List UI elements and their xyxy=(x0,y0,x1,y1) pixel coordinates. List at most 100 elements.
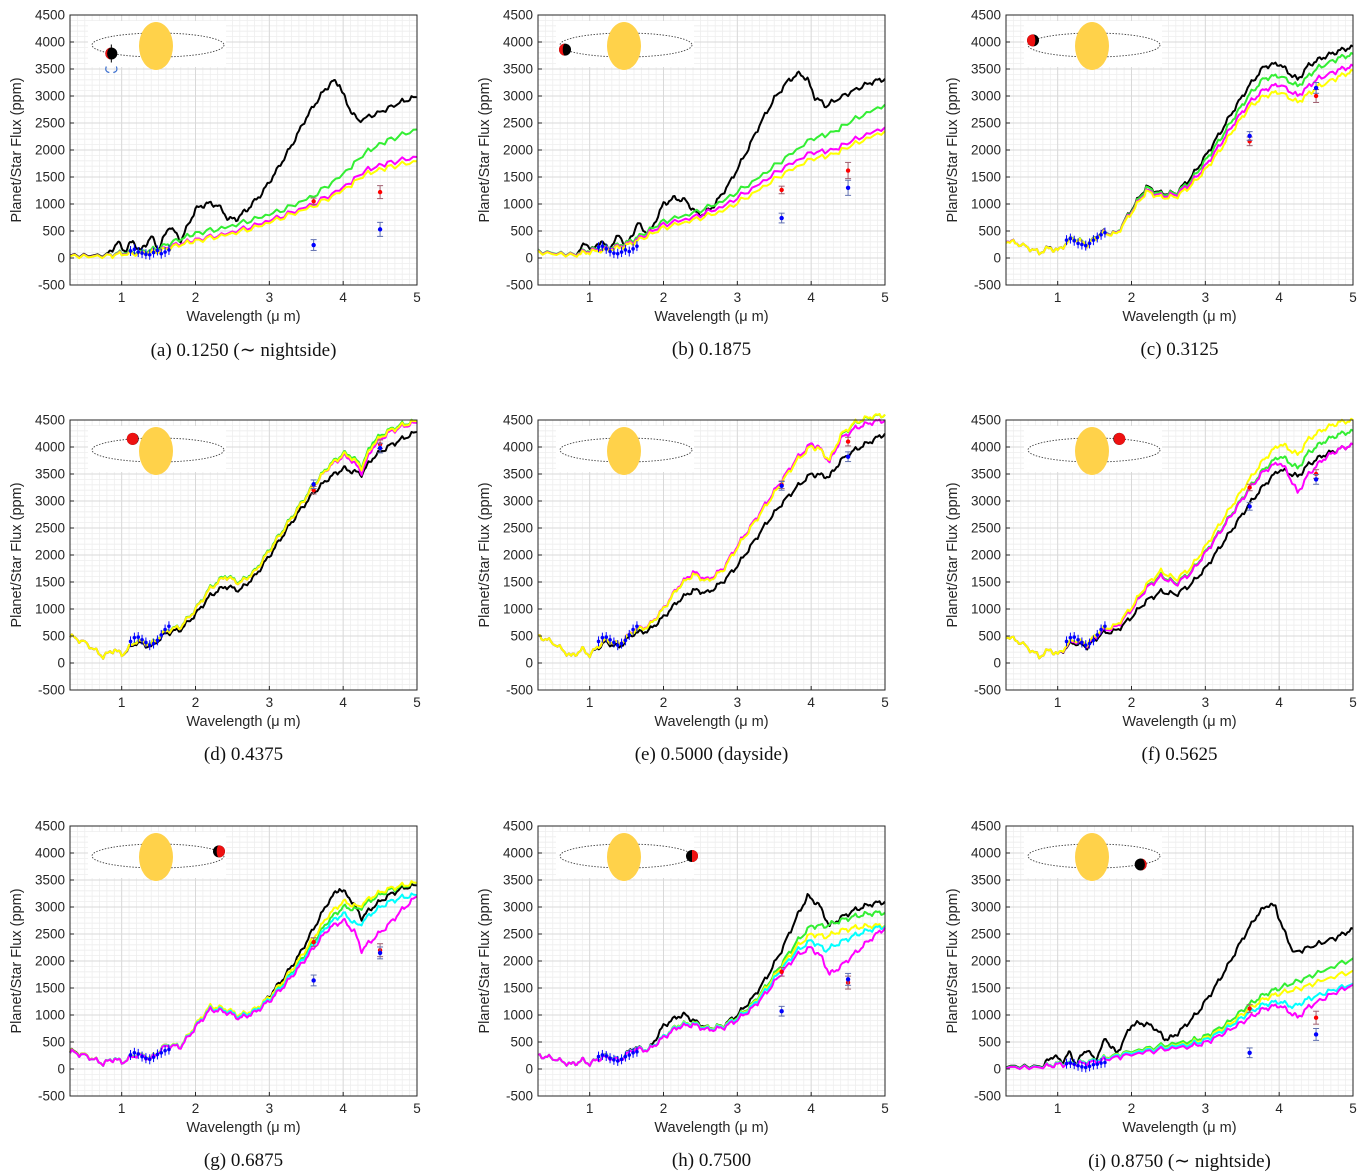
x-tick-label: 4 xyxy=(1275,695,1283,710)
orbit-inset xyxy=(88,21,226,74)
wfc3-point xyxy=(615,251,620,256)
y-tick-label: 2000 xyxy=(971,548,1001,563)
y-tick-label: 1500 xyxy=(35,575,65,590)
spitzer-point-blue xyxy=(310,239,317,251)
y-tick-label: 4000 xyxy=(35,440,65,455)
x-axis-label: Wavelength (μ m) xyxy=(1122,309,1236,325)
wfc3-point xyxy=(631,627,635,632)
panel-caption: (g) 0.6875 xyxy=(203,1150,284,1171)
data-point xyxy=(377,445,383,451)
y-tick-label: 1500 xyxy=(503,981,533,996)
x-tick-label: 1 xyxy=(586,290,594,305)
wfc3-point xyxy=(155,248,160,253)
x-tick-label: 2 xyxy=(1128,695,1136,710)
data-point xyxy=(1313,85,1319,91)
y-tick-label: 4500 xyxy=(503,413,533,428)
x-tick-label: 1 xyxy=(118,1101,126,1116)
wfc3-point xyxy=(167,624,171,629)
data-point xyxy=(1313,471,1319,477)
x-tick-label: 5 xyxy=(413,1101,421,1116)
y-tick-label: 1500 xyxy=(35,981,65,996)
x-axis-label: Wavelength (μ m) xyxy=(186,1120,300,1136)
planet-icon xyxy=(212,845,225,858)
panel-caption: (e) 0.5000 (dayside) xyxy=(634,744,789,765)
y-tick-label: 2500 xyxy=(971,521,1001,536)
orbit-path xyxy=(91,437,225,463)
y-tick-label: 4000 xyxy=(503,846,533,861)
wfc3-point xyxy=(1064,1061,1069,1066)
x-axis-label: Wavelength (μ m) xyxy=(1122,1120,1236,1136)
model-line-magenta xyxy=(1005,983,1354,1071)
y-tick-label: 0 xyxy=(525,1062,533,1077)
orbit-inset xyxy=(1024,21,1162,70)
x-axis-label: Wavelength (μ m) xyxy=(654,714,768,730)
x-tick-label: 3 xyxy=(266,290,274,305)
data-point xyxy=(779,969,784,974)
x-tick-label: 3 xyxy=(1202,695,1210,710)
data-point xyxy=(1247,1006,1252,1011)
model-line-black xyxy=(69,79,417,259)
model-line-yellow xyxy=(537,130,886,258)
y-tick-label: -500 xyxy=(506,1089,533,1104)
wfc3-point xyxy=(1103,1060,1107,1065)
orbit-inset xyxy=(88,426,226,475)
wfc3-point xyxy=(1068,635,1073,640)
wfc3-point xyxy=(140,1054,144,1059)
planet-dayside xyxy=(692,850,698,862)
x-tick-label: 2 xyxy=(660,1101,668,1116)
wfc3-point xyxy=(600,1053,605,1057)
spitzer-point-blue xyxy=(778,1005,785,1017)
wfc3-point xyxy=(1072,238,1077,243)
planet-icon xyxy=(559,43,572,56)
wfc3-point xyxy=(619,641,624,646)
star-icon xyxy=(607,833,641,881)
planet-dayside xyxy=(559,43,566,56)
wfc3-points xyxy=(596,1046,639,1066)
planet-dayside xyxy=(105,47,112,60)
y-tick-label: 1000 xyxy=(503,1008,533,1023)
data-point xyxy=(1247,504,1252,509)
wfc3-point xyxy=(159,251,164,256)
wfc3-point xyxy=(627,1053,632,1057)
planet-dayside xyxy=(1140,858,1147,871)
wfc3-point xyxy=(612,251,616,255)
wfc3-point xyxy=(600,635,605,640)
wfc3-point xyxy=(1083,243,1088,248)
spitzer-point-red xyxy=(778,185,785,195)
y-tick-label: 4000 xyxy=(503,440,533,455)
panel-i: 1 2 3 4 5 -500 0 500 1000 1500 2000 2500 3000 3500 400… xyxy=(945,819,1357,1137)
y-tick-label: 4000 xyxy=(971,35,1001,50)
data-point xyxy=(779,187,784,193)
y-tick-label: -500 xyxy=(38,278,65,293)
x-tick-label: 5 xyxy=(413,695,421,710)
panel-e: 1 2 3 4 5 -500 0 500 1000 1500 2000 2500 3000 3500 400… xyxy=(477,413,889,731)
x-tick-label: 1 xyxy=(1054,695,1062,710)
y-tick-label: 3500 xyxy=(35,62,65,77)
wfc3-point xyxy=(167,248,171,252)
model-line-yellow xyxy=(69,419,417,660)
spitzer-point-red xyxy=(310,937,317,947)
y-tick-label: 4500 xyxy=(35,8,65,23)
x-axis-label: Wavelength (μ m) xyxy=(1122,714,1236,730)
y-tick-label: 1500 xyxy=(971,170,1001,185)
y-tick-label: 500 xyxy=(978,224,1001,239)
model-line-magenta xyxy=(69,895,418,1067)
wfc3-point xyxy=(1064,238,1069,242)
data-point xyxy=(311,978,316,983)
y-tick-label: 3000 xyxy=(35,900,65,915)
orbit-path xyxy=(1027,437,1161,463)
x-tick-label: 5 xyxy=(881,1101,889,1116)
spitzer-point-blue xyxy=(1246,502,1253,511)
wfc3-point xyxy=(147,643,152,647)
y-tick-label: 1000 xyxy=(971,602,1001,617)
y-tick-label: 1000 xyxy=(503,197,533,212)
y-tick-label: -500 xyxy=(506,278,533,293)
y-tick-label: 0 xyxy=(57,656,65,671)
wfc3-point xyxy=(1091,1062,1096,1067)
y-tick-label: 3500 xyxy=(503,62,533,77)
orbit-inset xyxy=(556,832,698,881)
wfc3-point xyxy=(596,639,601,644)
x-tick-label: 2 xyxy=(660,290,668,305)
wfc3-point xyxy=(1087,241,1092,246)
wfc3-point xyxy=(623,1054,628,1059)
